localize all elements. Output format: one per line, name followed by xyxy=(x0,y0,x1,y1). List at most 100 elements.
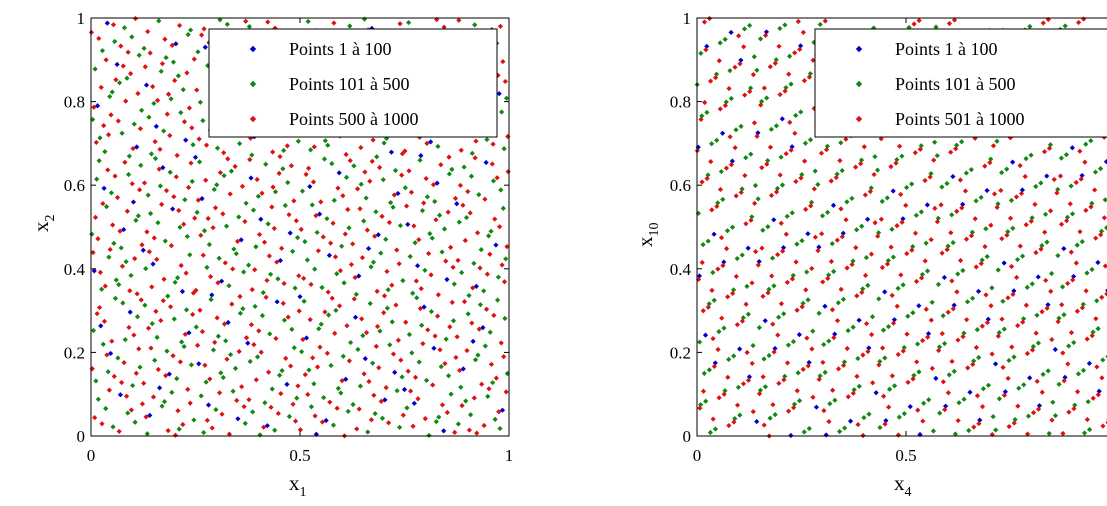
scatter-point xyxy=(729,158,735,164)
scatter-point xyxy=(912,230,919,236)
scatter-point xyxy=(402,185,408,191)
scatter-point xyxy=(428,308,435,315)
scatter-point xyxy=(352,314,359,320)
scatter-point xyxy=(1001,392,1008,398)
scatter-point xyxy=(862,192,868,198)
scatter-point xyxy=(792,50,798,56)
scatter-point xyxy=(749,214,755,220)
scatter-point xyxy=(973,264,979,270)
scatter-point xyxy=(866,345,872,351)
scatter-point xyxy=(253,244,259,250)
scatter-point xyxy=(707,429,714,436)
x-tick-label: 0.5 xyxy=(895,446,916,465)
scatter-point xyxy=(949,358,955,365)
scatter-point xyxy=(421,304,427,310)
scatter-point xyxy=(187,400,193,406)
scatter-point xyxy=(389,319,395,325)
scatter-point xyxy=(753,249,759,255)
scatter-point xyxy=(132,256,138,262)
scatter-point xyxy=(329,161,335,167)
scatter-point xyxy=(865,282,871,289)
scatter-point xyxy=(175,408,181,414)
scatter-point xyxy=(718,235,725,241)
scatter-point xyxy=(978,194,984,201)
scatter-point xyxy=(202,44,208,50)
scatter-point xyxy=(181,221,187,227)
scatter-point xyxy=(120,300,126,306)
scatter-point xyxy=(471,260,477,267)
scatter-point xyxy=(441,24,447,30)
y-tick-label: 0.4 xyxy=(64,260,86,279)
scatter-point xyxy=(858,161,864,167)
scatter-point xyxy=(793,178,799,185)
scatter-point xyxy=(789,144,795,150)
scatter-point xyxy=(504,243,510,250)
scatter-point xyxy=(132,419,138,425)
scatter-point xyxy=(739,318,746,324)
scatter-point xyxy=(894,223,900,229)
scatter-point xyxy=(403,203,410,209)
scatter-point xyxy=(723,246,730,252)
scatter-point xyxy=(776,43,782,49)
scatter-point xyxy=(280,166,286,172)
scatter-point xyxy=(160,298,166,304)
scatter-point xyxy=(1009,344,1015,350)
scatter-point xyxy=(830,387,836,393)
scatter-point xyxy=(127,71,134,77)
scatter-point xyxy=(743,221,749,227)
scatter-point xyxy=(197,307,203,313)
scatter-point xyxy=(121,360,127,366)
scatter-point xyxy=(195,49,201,55)
scatter-point xyxy=(939,330,945,337)
scatter-point xyxy=(157,183,163,189)
scatter-point xyxy=(423,175,429,182)
scatter-point xyxy=(886,386,893,392)
scatter-point xyxy=(490,380,496,386)
scatter-point xyxy=(973,198,979,204)
scatter-point xyxy=(903,202,909,208)
scatter-point xyxy=(1088,204,1094,210)
scatter-point xyxy=(938,202,944,208)
scatter-point xyxy=(494,175,500,181)
scatter-point xyxy=(1092,169,1099,175)
scatter-point xyxy=(736,33,742,39)
scatter-point xyxy=(331,20,337,26)
scatter-point xyxy=(1007,215,1014,221)
scatter-point xyxy=(898,191,904,198)
x-axis-label-left: x1 xyxy=(289,471,307,500)
scatter-point xyxy=(123,98,129,104)
scatter-point xyxy=(1050,399,1056,405)
scatter-point xyxy=(456,17,462,23)
scatter-point xyxy=(721,391,727,397)
scatter-point xyxy=(397,424,403,430)
scatter-point xyxy=(783,84,789,91)
scatter-point xyxy=(935,215,941,221)
scatter-point xyxy=(144,229,150,235)
scatter-point xyxy=(885,257,891,264)
scatter-point xyxy=(1090,329,1096,335)
scatter-point xyxy=(1066,409,1072,415)
scatter-point xyxy=(709,207,715,213)
scatter-point xyxy=(436,414,442,420)
scatter-point xyxy=(378,250,384,256)
scatter-point xyxy=(456,219,462,225)
scatter-point xyxy=(490,141,496,147)
scatter-point xyxy=(877,358,883,365)
scatter-point xyxy=(121,25,128,31)
scatter-point xyxy=(867,188,873,195)
scatter-point xyxy=(370,259,377,265)
scatter-point xyxy=(91,104,97,110)
scatter-point xyxy=(144,431,150,437)
scatter-point xyxy=(1029,215,1035,221)
scatter-point xyxy=(905,379,911,385)
scatter-point xyxy=(133,217,139,224)
scatter-point xyxy=(376,164,383,171)
scatter-point xyxy=(204,264,210,271)
scatter-point xyxy=(984,253,990,260)
scatter-point xyxy=(361,16,368,22)
scatter-point xyxy=(435,143,441,150)
scatter-point xyxy=(930,428,937,434)
scatter-point xyxy=(424,194,430,200)
scatter-point xyxy=(280,300,286,306)
